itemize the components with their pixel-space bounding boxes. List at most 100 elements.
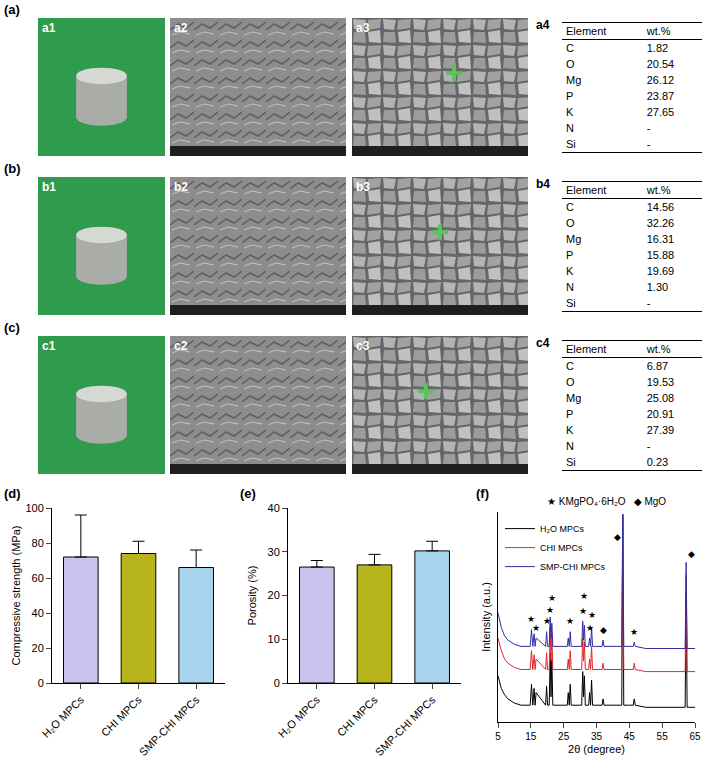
svg-text:Intensity (a.u.): Intensity (a.u.) (480, 582, 492, 652)
html-text:P: P (566, 90, 574, 102)
html-text:Si: Si (566, 297, 576, 309)
html-text:Mg: Mg (566, 74, 582, 86)
svg-text:5: 5 (495, 731, 501, 742)
html-text:b2: b2 (174, 180, 188, 194)
svg-text:65: 65 (689, 731, 701, 742)
html-text:O: O (566, 376, 575, 388)
html-text:19.69: 19.69 (646, 265, 675, 277)
html-text:Element: Element (566, 343, 607, 355)
html-text:wt.%: wt.% (646, 184, 671, 196)
html-text:27.65: 27.65 (646, 106, 675, 118)
svg-text:55: 55 (657, 731, 669, 742)
html-text:0.23: 0.23 (646, 456, 669, 468)
html-text:26.12: 26.12 (646, 74, 675, 86)
svg-text:★: ★ (532, 623, 540, 633)
svg-text:★: ★ (586, 623, 594, 633)
html-text:14.56: 14.56 (646, 201, 675, 213)
svg-text:SMP-CHI MPCs: SMP-CHI MPCs (373, 693, 438, 758)
html-text:23.87: 23.87 (646, 90, 675, 102)
html-text:a1: a1 (42, 21, 56, 35)
html-text:c3: c3 (356, 339, 370, 353)
html-text:Element: Element (566, 25, 607, 37)
svg-text:◆: ◆ (688, 549, 695, 559)
html-text:32.26: 32.26 (646, 217, 675, 229)
svg-text:20: 20 (32, 642, 44, 654)
svg-text:H₂O MPCs: H₂O MPCs (40, 693, 87, 740)
svg-text:2θ (degree): 2θ (degree) (568, 743, 625, 755)
svg-text:★: ★ (543, 616, 551, 626)
html-text:(b): (b) (4, 161, 21, 176)
html-text:wt.%: wt.% (646, 25, 671, 37)
svg-text:10: 10 (268, 633, 280, 645)
html-text:c2: c2 (174, 339, 188, 353)
html-text:27.39: 27.39 (646, 424, 675, 436)
svg-text:★: ★ (579, 606, 587, 616)
html-text:(f): (f) (476, 486, 489, 501)
svg-text:15: 15 (525, 731, 537, 742)
svg-text:★: ★ (588, 610, 596, 620)
svg-text:80: 80 (32, 537, 44, 549)
svg-text:Porosity (%): Porosity (%) (246, 566, 258, 626)
svg-text:★: ★ (566, 616, 574, 626)
svg-text:★: ★ (630, 627, 638, 637)
svg-text:H₂O MPCs: H₂O MPCs (276, 693, 323, 740)
svg-text:CHI MPCs: CHI MPCs (99, 693, 145, 739)
svg-text:SMP-CHI MPCs: SMP-CHI MPCs (540, 562, 605, 572)
html-text:(a): (a) (4, 2, 20, 17)
svg-text:CHI MPCs: CHI MPCs (540, 543, 583, 553)
html-text:b3: b3 (356, 180, 370, 194)
html-text:25.08: 25.08 (646, 392, 675, 404)
svg-text:100: 100 (25, 502, 43, 514)
svg-text:★: ★ (527, 614, 535, 624)
svg-text:SMP-CHI MPCs: SMP-CHI MPCs (137, 693, 202, 758)
html-text:1.30: 1.30 (646, 281, 669, 293)
svg-text:60: 60 (32, 572, 44, 584)
html-text:O: O (566, 217, 575, 229)
html-text:19.53: 19.53 (646, 376, 675, 388)
svg-text:30: 30 (268, 546, 280, 558)
svg-text:25: 25 (558, 731, 570, 742)
html-text:Mg: Mg (566, 392, 582, 404)
svg-text:★ KMgPO₄·6H₂O ◆ MgO: ★ KMgPO₄·6H₂O ◆ MgO (547, 496, 666, 507)
html-text:(d): (d) (4, 486, 21, 501)
html-text:O: O (566, 58, 575, 70)
html-text:a3: a3 (356, 21, 370, 35)
html-text:wt.%: wt.% (646, 343, 671, 355)
svg-text:★: ★ (580, 591, 588, 601)
html-text:Element: Element (566, 184, 607, 196)
html-text:N: N (566, 122, 574, 134)
html-text:20.91: 20.91 (646, 408, 675, 420)
html-text:(e): (e) (240, 486, 256, 501)
svg-text:◆: ◆ (614, 532, 621, 542)
html-text:16.31: 16.31 (646, 233, 675, 245)
svg-text:40: 40 (32, 607, 44, 619)
svg-text:★: ★ (546, 605, 554, 615)
html-text:a4: a4 (536, 18, 550, 32)
html-text:Si: Si (566, 138, 576, 150)
html-text:(c): (c) (4, 320, 20, 335)
html-text:Mg: Mg (566, 233, 582, 245)
html-text:a2: a2 (174, 21, 188, 35)
svg-text:★: ★ (548, 593, 556, 603)
html-text:K: K (566, 106, 574, 118)
svg-text:0: 0 (274, 677, 280, 689)
svg-text:H₂O MPCs: H₂O MPCs (540, 524, 584, 534)
svg-text:45: 45 (624, 731, 636, 742)
html-text:b1: b1 (42, 180, 56, 194)
html-text:b4: b4 (536, 177, 550, 191)
html-text:1.82: 1.82 (646, 42, 669, 54)
svg-text:40: 40 (268, 502, 280, 514)
svg-text:20: 20 (268, 589, 280, 601)
svg-text:Compressive strength (MPa): Compressive strength (MPa) (10, 526, 22, 666)
html-text:20.54: 20.54 (646, 58, 675, 70)
svg-text:35: 35 (591, 731, 603, 742)
svg-text:0: 0 (38, 677, 44, 689)
svg-text:CHI MPCs: CHI MPCs (335, 693, 381, 739)
html-text:c1: c1 (42, 339, 56, 353)
html-text:Si: Si (566, 456, 576, 468)
html-text:6.87: 6.87 (646, 360, 669, 372)
html-text:15.88: 15.88 (646, 249, 675, 261)
html-text:c4: c4 (536, 336, 550, 350)
svg-text:◆: ◆ (600, 625, 607, 635)
html-text:C: C (566, 42, 574, 54)
